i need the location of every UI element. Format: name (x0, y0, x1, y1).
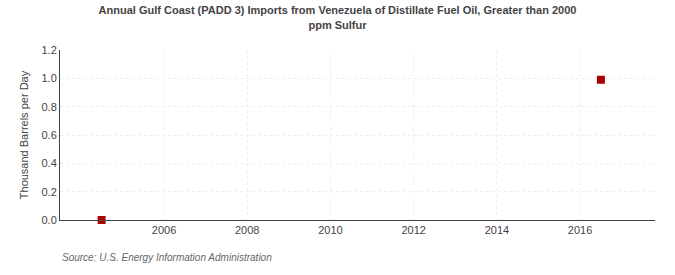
svg-text:1.0: 1.0 (42, 72, 57, 84)
svg-text:Thousand Barrels per Day: Thousand Barrels per Day (18, 70, 30, 199)
svg-text:0.6: 0.6 (42, 129, 57, 141)
svg-text:0.0: 0.0 (42, 214, 57, 226)
svg-text:0.8: 0.8 (42, 101, 57, 113)
svg-text:Annual Gulf Coast (PADD 3) Imp: Annual Gulf Coast (PADD 3) Imports from … (99, 4, 577, 30)
svg-text:0.2: 0.2 (42, 186, 57, 198)
svg-text:1.2: 1.2 (42, 44, 57, 56)
svg-text:Source: U.S. Energy Informatio: Source: U.S. Energy Information Administ… (62, 252, 272, 263)
svg-text:2012: 2012 (401, 224, 425, 236)
svg-text:2010: 2010 (318, 224, 342, 236)
svg-text:2006: 2006 (152, 224, 176, 236)
svg-text:2008: 2008 (235, 224, 259, 236)
svg-text:2014: 2014 (485, 224, 509, 236)
svg-text:2016: 2016 (568, 224, 592, 236)
svg-text:0.4: 0.4 (42, 157, 57, 169)
